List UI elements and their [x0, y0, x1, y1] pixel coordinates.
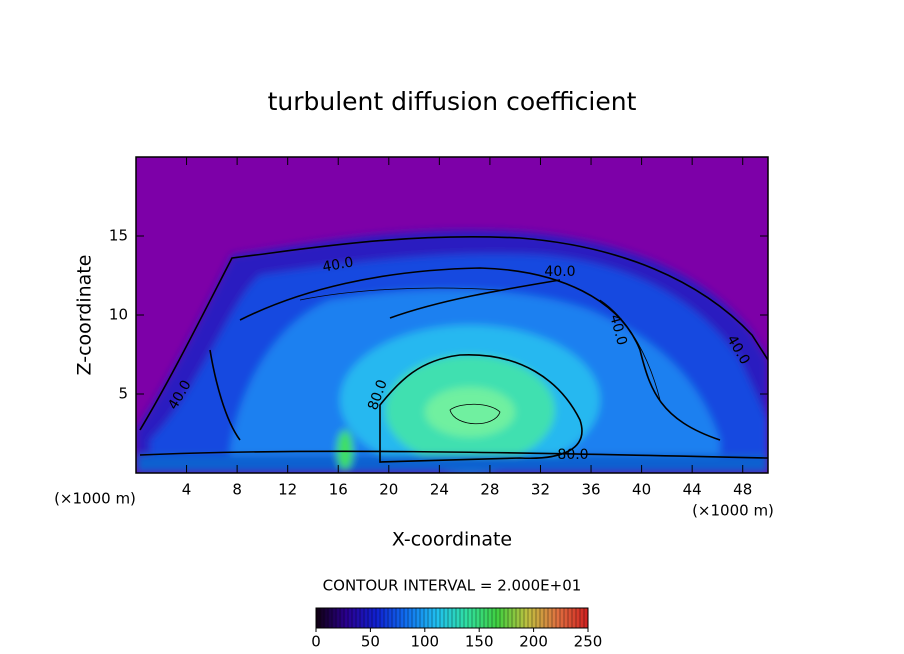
x-tick-label: 12 [278, 481, 297, 499]
x-tick-label: 16 [329, 481, 348, 499]
colorbar-tick-label: 0 [311, 633, 321, 651]
y-tick-label: 10 [109, 306, 128, 324]
colorbar-tick-label: 250 [574, 633, 603, 651]
contour-label: 40.0 [606, 313, 630, 347]
contour-label: 40.0 [321, 254, 354, 275]
x-tick-label: 36 [581, 481, 600, 499]
x-tick-label: 4 [182, 481, 192, 499]
colorbar-tick-label: 150 [465, 633, 494, 651]
y-axis-label: Z-coordinate [74, 255, 96, 376]
x-tick-label: 48 [733, 481, 752, 499]
contour-label: 80.0 [557, 447, 588, 463]
x-tick-label: 28 [480, 481, 499, 499]
x-tick-label: 20 [379, 481, 398, 499]
x-axis-label: X-coordinate [392, 529, 512, 551]
y-tick-label: 15 [109, 227, 128, 245]
y-tick-label: 5 [118, 385, 128, 403]
chart-title: turbulent diffusion coefficient [268, 87, 637, 116]
colorbar-tick-label: 200 [519, 633, 548, 651]
contour-interval: CONTOUR INTERVAL = 2.000E+01 [323, 577, 582, 595]
x-tick-label: 24 [430, 481, 449, 499]
x-tick-label: 8 [232, 481, 242, 499]
x-tick-label: 44 [683, 481, 702, 499]
x-tick-label: 32 [531, 481, 550, 499]
field-shading: 40.0 40.040.040.040.0 80.080.0 [136, 157, 768, 473]
x-tick-label: 40 [632, 481, 651, 499]
x-unit-label: (×1000 m) [54, 490, 136, 508]
colorbar-tick-label: 50 [361, 633, 380, 651]
x-unit-label: (×1000 m) [692, 502, 774, 520]
colorbar-tick-label: 100 [410, 633, 439, 651]
contour-label: 40.0 [544, 264, 575, 280]
